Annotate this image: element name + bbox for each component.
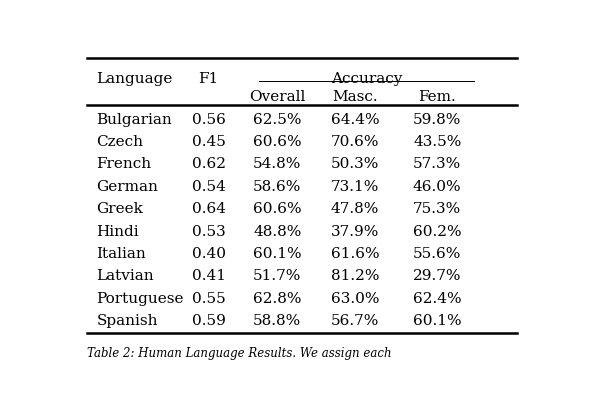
Text: 46.0%: 46.0% <box>413 180 461 194</box>
Text: 60.2%: 60.2% <box>413 225 461 239</box>
Text: 62.8%: 62.8% <box>253 292 301 306</box>
Text: 55.6%: 55.6% <box>413 247 461 261</box>
Text: 81.2%: 81.2% <box>331 269 379 283</box>
Text: French: French <box>97 158 152 171</box>
Text: Greek: Greek <box>97 202 143 216</box>
Text: Italian: Italian <box>97 247 146 261</box>
Text: Masc.: Masc. <box>332 90 378 104</box>
Text: 64.4%: 64.4% <box>330 113 379 126</box>
Text: 0.55: 0.55 <box>192 292 225 306</box>
Text: 0.40: 0.40 <box>192 247 225 261</box>
Text: 50.3%: 50.3% <box>331 158 379 171</box>
Text: 62.5%: 62.5% <box>253 113 301 126</box>
Text: 75.3%: 75.3% <box>413 202 461 216</box>
Text: 60.6%: 60.6% <box>253 202 301 216</box>
Text: 0.59: 0.59 <box>192 314 225 328</box>
Text: 29.7%: 29.7% <box>413 269 461 283</box>
Text: Hindi: Hindi <box>97 225 139 239</box>
Text: German: German <box>97 180 159 194</box>
Text: Spanish: Spanish <box>97 314 158 328</box>
Text: 60.6%: 60.6% <box>253 135 301 149</box>
Text: 73.1%: 73.1% <box>331 180 379 194</box>
Text: 56.7%: 56.7% <box>331 314 379 328</box>
Text: Portuguese: Portuguese <box>97 292 184 306</box>
Text: 51.7%: 51.7% <box>253 269 301 283</box>
Text: F1: F1 <box>198 72 219 86</box>
Text: 57.3%: 57.3% <box>413 158 461 171</box>
Text: 0.62: 0.62 <box>192 158 225 171</box>
Text: 0.41: 0.41 <box>192 269 225 283</box>
Text: Fem.: Fem. <box>418 90 456 104</box>
Text: 58.8%: 58.8% <box>253 314 301 328</box>
Text: 0.45: 0.45 <box>192 135 225 149</box>
Text: Bulgarian: Bulgarian <box>97 113 172 126</box>
Text: 0.53: 0.53 <box>192 225 225 239</box>
Text: 54.8%: 54.8% <box>253 158 301 171</box>
Text: Language: Language <box>97 72 173 86</box>
Text: 59.8%: 59.8% <box>413 113 461 126</box>
Text: 48.8%: 48.8% <box>253 225 301 239</box>
Text: 47.8%: 47.8% <box>331 202 379 216</box>
Text: 70.6%: 70.6% <box>331 135 379 149</box>
Text: 0.64: 0.64 <box>192 202 225 216</box>
Text: 37.9%: 37.9% <box>331 225 379 239</box>
Text: 63.0%: 63.0% <box>331 292 379 306</box>
Text: 58.6%: 58.6% <box>253 180 301 194</box>
Text: Czech: Czech <box>97 135 143 149</box>
Text: 0.54: 0.54 <box>192 180 225 194</box>
Text: 61.6%: 61.6% <box>330 247 379 261</box>
Text: 62.4%: 62.4% <box>413 292 461 306</box>
Text: Table 2: Human Language Results. We assign each: Table 2: Human Language Results. We assi… <box>87 347 392 360</box>
Text: Latvian: Latvian <box>97 269 154 283</box>
Text: Accuracy: Accuracy <box>331 72 402 86</box>
Text: 43.5%: 43.5% <box>413 135 461 149</box>
Text: 60.1%: 60.1% <box>253 247 301 261</box>
Text: Overall: Overall <box>249 90 306 104</box>
Text: 0.56: 0.56 <box>192 113 225 126</box>
Text: 60.1%: 60.1% <box>413 314 461 328</box>
